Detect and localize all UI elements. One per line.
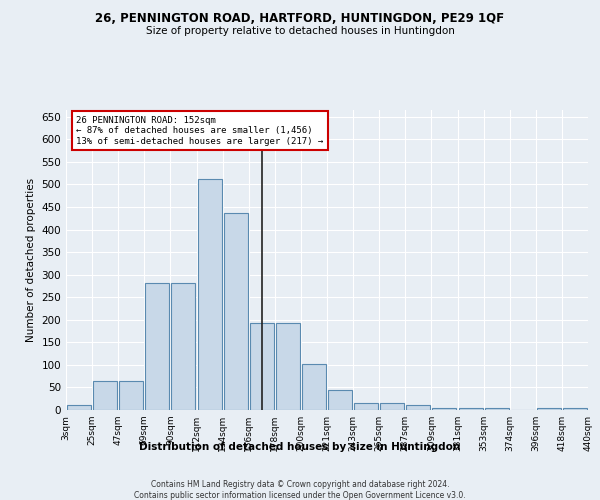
Bar: [172, 283, 196, 410]
Bar: [537, 408, 561, 410]
Bar: [119, 380, 143, 410]
Bar: [433, 408, 457, 410]
Bar: [458, 408, 482, 410]
Text: 26 PENNINGTON ROAD: 152sqm
← 87% of detached houses are smaller (1,456)
13% of s: 26 PENNINGTON ROAD: 152sqm ← 87% of deta…: [76, 116, 323, 146]
Bar: [67, 406, 91, 410]
Bar: [563, 408, 587, 410]
Bar: [145, 283, 169, 410]
Bar: [328, 390, 352, 410]
Bar: [197, 179, 221, 410]
Bar: [302, 364, 326, 410]
Text: Distribution of detached houses by size in Huntingdon: Distribution of detached houses by size …: [139, 442, 461, 452]
Bar: [354, 403, 378, 410]
Bar: [224, 213, 248, 410]
Text: Contains public sector information licensed under the Open Government Licence v3: Contains public sector information licen…: [134, 491, 466, 500]
Y-axis label: Number of detached properties: Number of detached properties: [26, 178, 36, 342]
Text: Size of property relative to detached houses in Huntingdon: Size of property relative to detached ho…: [146, 26, 454, 36]
Bar: [250, 324, 274, 410]
Bar: [406, 406, 430, 410]
Text: Contains HM Land Registry data © Crown copyright and database right 2024.: Contains HM Land Registry data © Crown c…: [151, 480, 449, 489]
Bar: [276, 324, 300, 410]
Bar: [380, 403, 404, 410]
Bar: [485, 408, 509, 410]
Bar: [93, 380, 117, 410]
Text: 26, PENNINGTON ROAD, HARTFORD, HUNTINGDON, PE29 1QF: 26, PENNINGTON ROAD, HARTFORD, HUNTINGDO…: [95, 12, 505, 26]
